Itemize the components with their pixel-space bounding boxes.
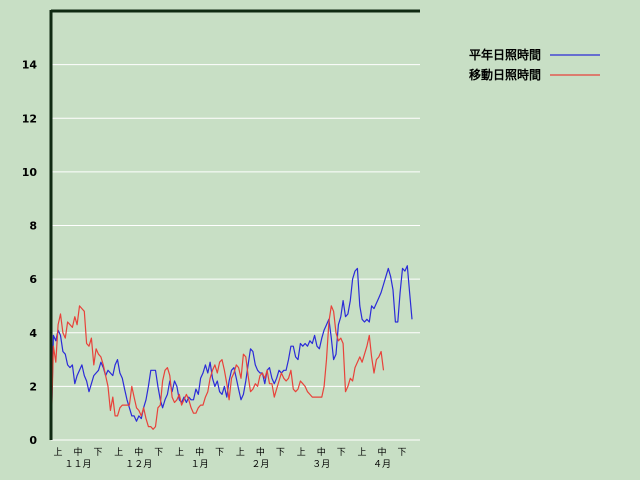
- x-tick-period-label: 下: [93, 448, 102, 458]
- x-tick-period-label: 上: [297, 447, 306, 458]
- series-line-1: [50, 305, 385, 441]
- x-axis-ticks: 上中下１１月上中下１２月上中下１月上中下２月上中下３月上中下４月: [53, 446, 406, 470]
- x-tick-period-label: 上: [357, 447, 366, 458]
- x-tick-period-label: 上: [114, 447, 123, 458]
- y-tick-label: 8: [29, 220, 37, 233]
- y-tick-label: 10: [22, 166, 38, 179]
- y-tick-label: 2: [29, 380, 37, 393]
- x-tick-period-label: 上: [175, 447, 184, 458]
- y-axis-ticks: 0 2 4 6 8 10 12 14: [22, 59, 38, 447]
- x-tick-period-label: 下: [215, 448, 224, 458]
- x-tick-month-label: １２月: [125, 459, 152, 470]
- x-tick-month-label: ４月: [373, 459, 391, 470]
- x-tick-period-label: 下: [276, 448, 285, 458]
- x-tick-period-label: 中: [134, 446, 143, 458]
- y-tick-label: 14: [22, 59, 38, 72]
- series-line-0: [50, 265, 413, 441]
- x-tick-period-label: 下: [154, 448, 163, 458]
- x-tick-period-label: 中: [317, 446, 326, 458]
- x-tick-period-label: 上: [236, 447, 245, 458]
- legend-label: 平年日照時間: [469, 47, 541, 62]
- x-tick-period-label: 下: [337, 448, 346, 458]
- x-tick-period-label: 下: [397, 448, 406, 458]
- series-lines: [50, 265, 413, 441]
- x-tick-month-label: ３月: [312, 459, 330, 470]
- x-tick-month-label: １月: [191, 459, 209, 470]
- x-tick-period-label: 上: [53, 447, 62, 458]
- gridlines: [51, 64, 420, 441]
- legend-label: 移動日照時間: [469, 67, 541, 82]
- x-tick-period-label: 中: [256, 446, 265, 458]
- x-tick-period-label: 中: [73, 446, 82, 458]
- y-tick-label: 0: [29, 434, 37, 447]
- y-tick-label: 12: [22, 112, 37, 125]
- y-tick-label: 6: [29, 273, 37, 286]
- x-tick-month-label: １１月: [64, 459, 91, 470]
- x-tick-period-label: 中: [377, 446, 386, 458]
- x-tick-month-label: ２月: [251, 459, 269, 470]
- x-tick-period-label: 中: [195, 446, 204, 458]
- y-tick-label: 4: [29, 327, 37, 340]
